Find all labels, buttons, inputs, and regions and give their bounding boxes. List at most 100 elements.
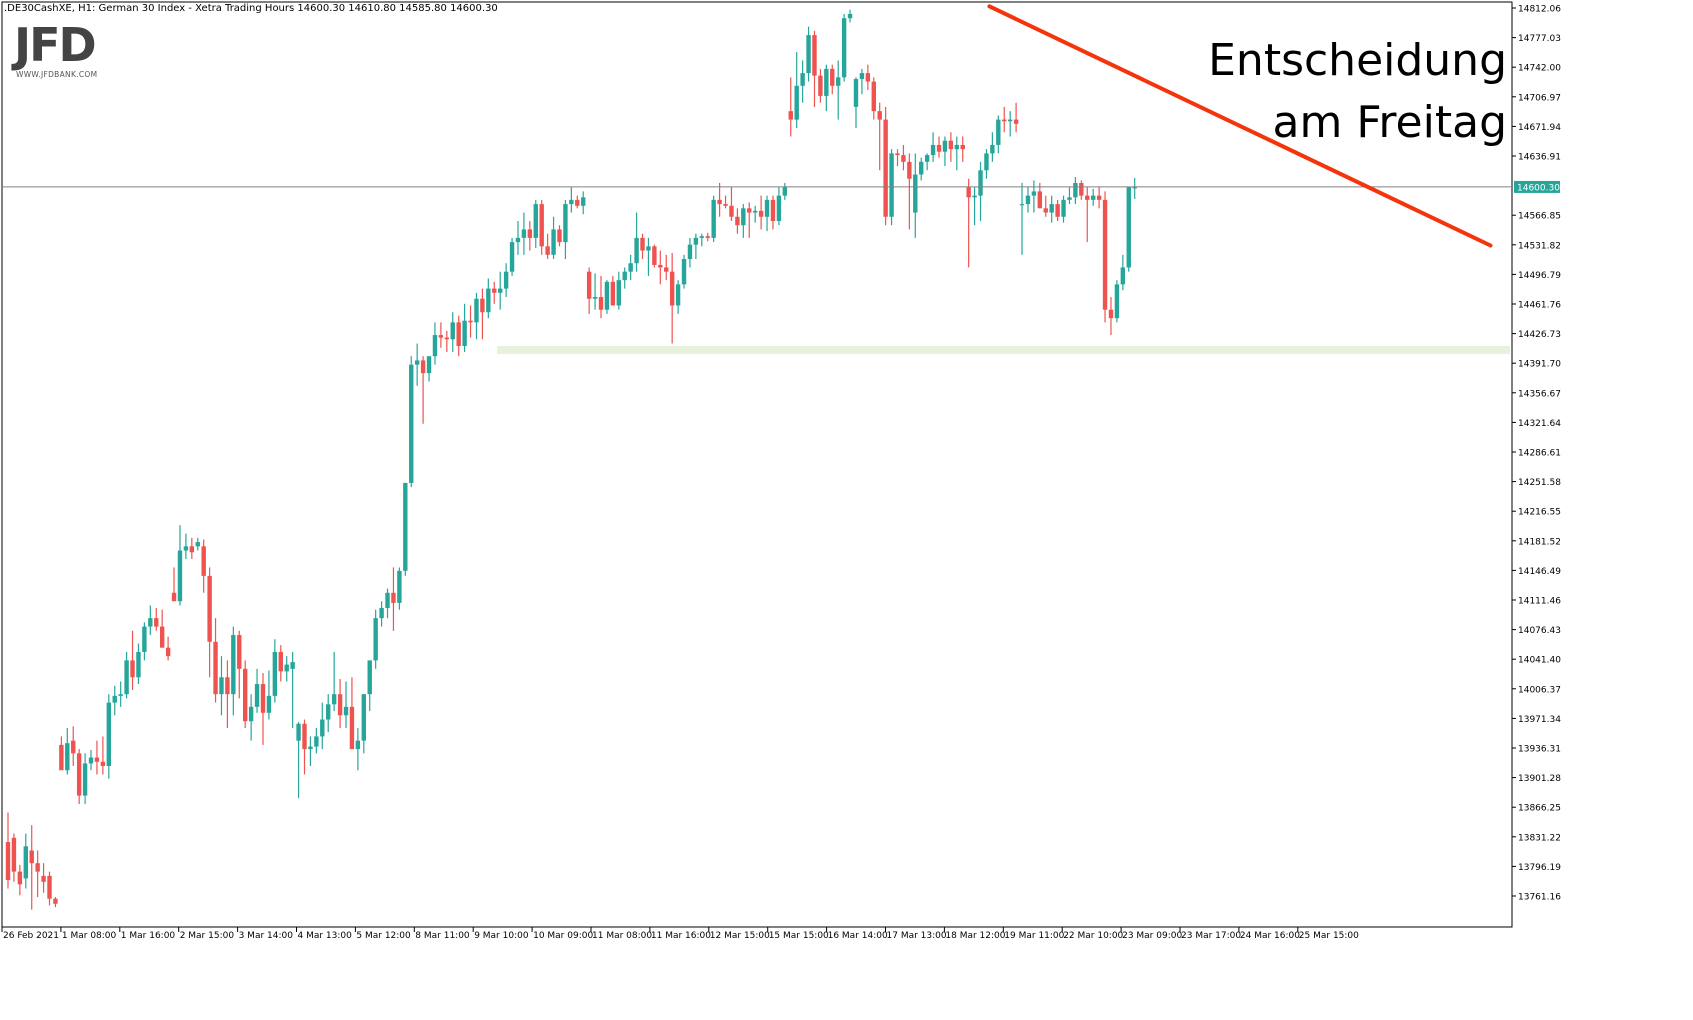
candle-body (640, 237, 645, 251)
candle (853, 77, 859, 129)
candle-body (658, 264, 663, 268)
candle (729, 187, 734, 221)
candle-body (681, 259, 687, 285)
x-tick-label: 22 Mar 10:00 (1063, 931, 1123, 941)
candle (183, 533, 189, 559)
y-tick-label: 14742.00 (1518, 64, 1561, 74)
candle-body (711, 199, 716, 238)
candle-body (1013, 119, 1019, 124)
candle (859, 68, 865, 95)
candle (94, 740, 100, 775)
candle (735, 208, 740, 234)
candle (990, 132, 995, 162)
candle-body (100, 761, 106, 767)
candle (296, 722, 301, 799)
candle-body (397, 570, 402, 603)
candle-body (462, 320, 467, 347)
candle-body (930, 144, 936, 156)
candle-body (219, 677, 224, 695)
candle-body (254, 684, 260, 707)
candle-body (652, 246, 657, 265)
candle (705, 232, 710, 242)
candle (397, 567, 402, 610)
y-tick-label: 14461.76 (1518, 301, 1561, 311)
candle-body (379, 607, 384, 619)
candle (919, 157, 924, 181)
candle-body (954, 144, 959, 150)
candle-body (1096, 195, 1102, 200)
candle (53, 896, 58, 908)
candle-body (148, 618, 153, 627)
resistance-trendline (987, 4, 1493, 248)
candle (1031, 180, 1037, 213)
candle-body (302, 723, 307, 750)
candle-body (741, 208, 746, 226)
y-tick-label: 14216.55 (1518, 508, 1561, 518)
candle (924, 153, 930, 171)
candle-body (1002, 119, 1007, 122)
candle-body (818, 75, 823, 96)
candle (806, 26, 811, 82)
candle-body (563, 204, 568, 243)
candle-body (65, 743, 70, 771)
candle-body (936, 144, 942, 152)
candle (640, 233, 645, 260)
candle (100, 736, 106, 775)
candle-body (290, 662, 295, 669)
candle (29, 825, 34, 910)
candle (349, 677, 355, 750)
candle (331, 651, 337, 712)
support-zone-layer (497, 346, 1511, 355)
candle-body (343, 706, 349, 716)
candle-body (729, 205, 734, 217)
candle (598, 275, 604, 319)
candle (76, 749, 82, 805)
candle (237, 630, 242, 699)
candle (764, 195, 770, 232)
candle-body (646, 246, 651, 251)
candle (634, 212, 639, 272)
x-tick-label: 23 Mar 09:00 (1122, 931, 1182, 941)
candle-body (349, 706, 355, 750)
y-tick-label: 13866.25 (1518, 804, 1561, 814)
candle-body (237, 635, 242, 669)
candle (272, 639, 278, 703)
candle-body (752, 210, 758, 213)
x-tick-label: 11 Mar 16:00 (651, 931, 711, 941)
chart-header: .DE30CashXE, H1: German 30 Index - Xetra… (4, 3, 498, 14)
candle (693, 233, 699, 260)
candle-body (812, 35, 817, 76)
candle (302, 719, 307, 775)
candle-body (1108, 309, 1114, 319)
candle-body (622, 271, 627, 281)
candle (658, 250, 663, 285)
candle-body (266, 695, 272, 713)
candle-body (308, 746, 313, 750)
candle-body (527, 229, 533, 238)
y-tick-label: 14286.61 (1518, 449, 1561, 459)
candle (664, 254, 669, 281)
candle-body (1073, 182, 1078, 198)
candle (88, 749, 94, 771)
candle-body (248, 706, 254, 722)
candle (379, 601, 384, 627)
x-tick-label: 24 Mar 16:00 (1240, 931, 1300, 941)
candle-body (118, 694, 123, 696)
candle-body (420, 360, 426, 374)
candle-body (296, 723, 301, 741)
candle-body (1061, 199, 1066, 217)
candle (622, 267, 627, 289)
candle (189, 537, 195, 559)
candle (770, 195, 776, 230)
candle-body (705, 236, 710, 238)
candle-body (231, 635, 236, 695)
candle (681, 254, 687, 289)
candle (480, 288, 485, 340)
candle (581, 191, 586, 215)
x-tick-label: 5 Mar 12:00 (356, 931, 411, 941)
y-tick-label: 14671.94 (1518, 123, 1561, 133)
candle-body (575, 199, 580, 206)
candle (35, 850, 40, 897)
candle (337, 678, 343, 728)
